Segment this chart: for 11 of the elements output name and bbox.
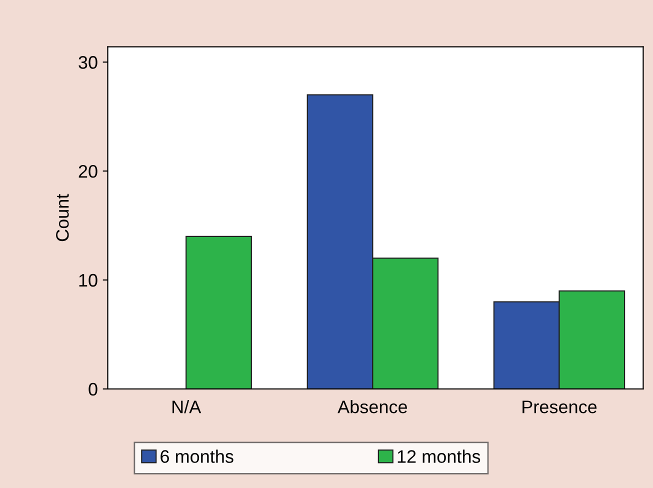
y-tick-label: 0 <box>88 382 98 396</box>
y-tick-label: 30 <box>78 56 98 69</box>
x-tick-label: N/A <box>172 400 202 414</box>
x-tick-label: Absence <box>338 400 408 414</box>
y-axis-title: Count <box>56 194 69 242</box>
y-tick-label: 10 <box>79 274 98 287</box>
bar <box>186 236 252 389</box>
legend-label: 12 months <box>398 450 480 463</box>
y-tick-label: 20 <box>78 164 98 178</box>
legend-label: 6 months <box>160 450 234 463</box>
x-tick-label: Presence <box>522 400 597 414</box>
